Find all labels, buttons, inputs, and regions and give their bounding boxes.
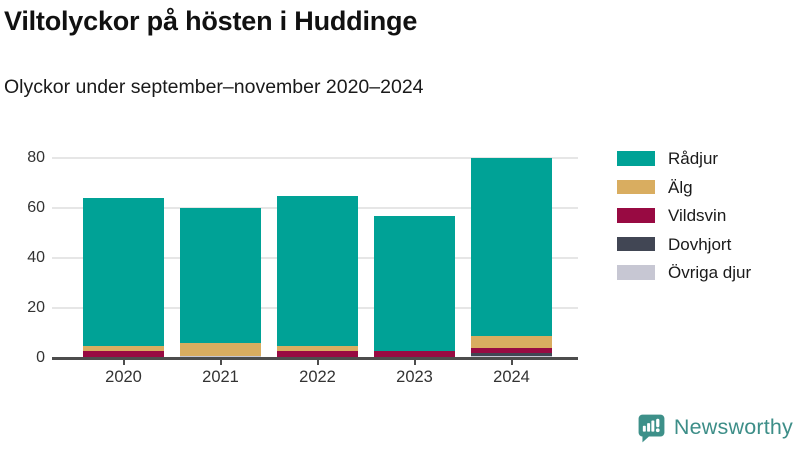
bar-segment-2024-Älg (471, 335, 552, 348)
legend-swatch-icon (617, 236, 655, 252)
bar-2020 (83, 198, 164, 358)
bar-segment-2021-Övriga djur (180, 355, 261, 358)
y-tick-label-20: 20 (27, 299, 45, 316)
x-tick-2024 (510, 359, 513, 365)
y-tick-label-40: 40 (27, 249, 45, 266)
x-tick-2023 (413, 359, 416, 365)
x-tick-label-2024: 2024 (493, 368, 530, 386)
bar-segment-2024-Övriga djur (471, 355, 552, 358)
bar-segment-2022-Rådjur (277, 195, 358, 346)
y-tick-label-80: 80 (27, 149, 45, 166)
legend: Rådjur Älg Vildsvin Dovhjort Övriga djur (617, 150, 751, 293)
bar-segment-2023-Vildsvin (374, 350, 455, 358)
x-tick-2020 (122, 359, 125, 365)
bar-segment-2020-Rådjur (83, 198, 164, 346)
newsworthy-bubble-icon (638, 414, 665, 443)
stacked-bar-chart: 0 20 40 60 80 2020 2021 2022 2023 2024 (0, 140, 800, 410)
x-tick-label-2020: 2020 (105, 368, 142, 386)
bar-segment-2021-Rådjur (180, 208, 261, 343)
legend-swatch-icon (617, 208, 655, 223)
legend-item-Älg: Älg (617, 179, 751, 196)
x-tick-2021 (219, 359, 222, 365)
legend-label: Vildsvin (668, 206, 727, 225)
bar-segment-2024-Dovhjort (471, 353, 552, 356)
gridline-80 (52, 157, 578, 159)
newsworthy-logo[interactable]: Newsworthy (636, 412, 793, 443)
newsworthy-wordmark: Newsworthy (673, 415, 793, 439)
y-tick-label-0: 0 (36, 349, 45, 366)
legend-item-Vildsvin: Vildsvin (617, 207, 751, 224)
legend-item-Rådjur: Rådjur (617, 150, 751, 167)
legend-swatch-icon (617, 151, 655, 166)
x-tick-label-2023: 2023 (396, 368, 433, 386)
bar-2023 (374, 215, 455, 358)
bar-2021 (180, 208, 261, 358)
x-tick-label-2021: 2021 (202, 368, 239, 386)
bar-segment-2022-Vildsvin (277, 350, 358, 358)
plot-area (52, 145, 578, 360)
legend-item-Övriga djur: Övriga djur (617, 264, 751, 281)
x-tick-label-2022: 2022 (299, 368, 336, 386)
y-tick-label-60: 60 (27, 199, 45, 216)
bar-segment-2020-Vildsvin (83, 350, 164, 358)
x-axis-line (52, 357, 578, 360)
x-tick-2022 (316, 359, 319, 365)
legend-label: Rådjur (668, 149, 719, 168)
legend-swatch-icon (617, 179, 655, 195)
bar-segment-2023-Rådjur (374, 215, 455, 351)
legend-swatch-icon (617, 265, 655, 280)
bar-2022 (277, 195, 358, 358)
chart-subtitle: Olyckor under september–november 2020–20… (4, 76, 424, 98)
legend-label: Övriga djur (668, 263, 752, 282)
chart-title: Viltolyckor på hösten i Huddinge (4, 6, 418, 36)
bar-segment-2024-Rådjur (471, 158, 552, 336)
legend-label: Älg (668, 177, 693, 197)
bar-segment-2024-Vildsvin (471, 348, 552, 353)
legend-item-Dovhjort: Dovhjort (617, 236, 751, 253)
legend-label: Dovhjort (668, 234, 732, 254)
bar-segment-2022-Älg (277, 345, 358, 351)
bar-2024 (471, 158, 552, 358)
bar-segment-2020-Älg (83, 345, 164, 351)
bar-segment-2021-Älg (180, 343, 261, 356)
